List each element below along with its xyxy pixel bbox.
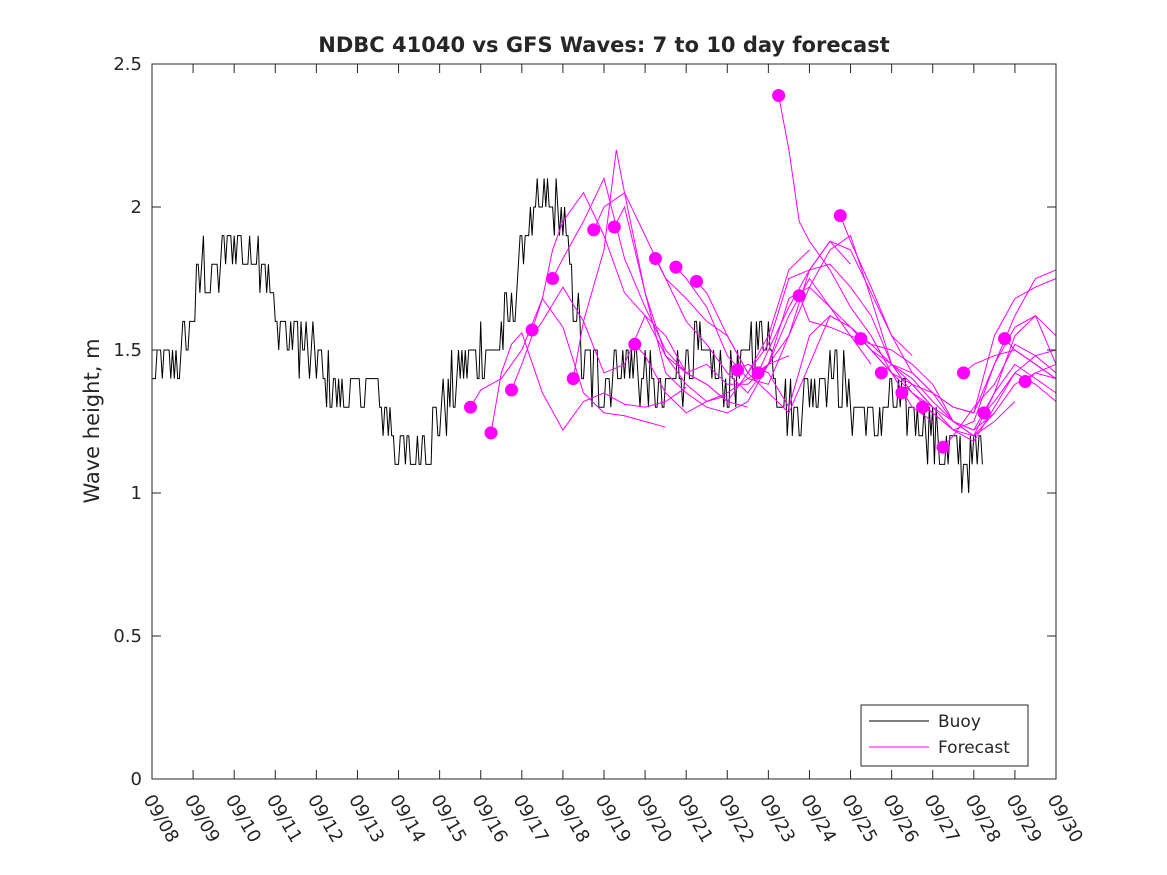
forecast-line-24 xyxy=(983,372,1057,414)
forecast-start-point-12 xyxy=(690,274,703,288)
forecast-start-point-16 xyxy=(792,289,806,303)
y-tick-label: 1 xyxy=(131,483,142,504)
forecast-start-point-11 xyxy=(669,260,683,274)
forecast-start-point-10 xyxy=(648,252,662,265)
forecast-start-point-15 xyxy=(772,89,786,102)
forecast-series xyxy=(464,89,1057,454)
forecast-start-point-24 xyxy=(977,406,991,420)
forecast-start-point-13 xyxy=(731,363,744,377)
forecast-line-16 xyxy=(798,295,1057,437)
y-tick-label: 2.5 xyxy=(113,54,142,75)
forecast-start-point-21 xyxy=(916,400,929,414)
forecast-start-point-5 xyxy=(546,272,560,285)
forecast-start-point-17 xyxy=(833,209,847,223)
y-tick-label: 0 xyxy=(131,769,142,790)
forecast-line-8 xyxy=(613,205,872,414)
legend-forecast-label: Forecast xyxy=(938,738,1010,758)
y-axis: 0 0.5 1 1.5 2 2.5 xyxy=(113,54,1056,790)
forecast-start-point-8 xyxy=(607,220,621,234)
forecast-start-point-23 xyxy=(957,366,970,380)
forecast-line-21 xyxy=(922,314,1057,431)
forecast-start-point-20 xyxy=(895,386,909,400)
forecast-start-point-1 xyxy=(464,400,477,414)
forecast-line-6 xyxy=(572,149,810,403)
forecast-start-point-9 xyxy=(628,337,642,351)
forecast-start-point-26 xyxy=(1018,375,1032,388)
forecast-line-10 xyxy=(654,240,913,394)
legend-box xyxy=(860,704,1029,767)
forecast-line-25 xyxy=(1004,338,1057,380)
forecast-start-point-14 xyxy=(751,366,765,380)
y-axis-label: Wave height, m xyxy=(80,338,104,503)
forecast-start-point-19 xyxy=(874,366,888,380)
forecast-line-20 xyxy=(901,278,1057,414)
forecast-start-point-25 xyxy=(998,332,1012,346)
forecast-start-point-4 xyxy=(525,323,539,337)
forecast-line-5 xyxy=(552,176,790,385)
forecast-line-2 xyxy=(490,331,687,433)
forecast-line-11 xyxy=(675,234,933,408)
y-tick-label: 1.5 xyxy=(113,340,142,361)
plot-area xyxy=(152,64,1056,779)
forecast-start-point-7 xyxy=(587,223,601,237)
forecast-start-point-18 xyxy=(854,332,868,346)
forecast-start-point-22 xyxy=(936,440,950,454)
legend-buoy-label: Buoy xyxy=(938,712,981,732)
legend: Buoy Forecast xyxy=(860,704,1029,767)
y-tick-label: 0.5 xyxy=(113,626,142,647)
forecast-start-point-6 xyxy=(566,372,580,386)
y-tick-label: 2 xyxy=(131,197,142,218)
forecast-start-point-3 xyxy=(505,383,518,397)
chart-title: NDBC 41040 vs GFS Waves: 7 to 10 day for… xyxy=(318,33,889,57)
forecast-start-point-2 xyxy=(484,426,498,440)
forecast-line-15 xyxy=(778,95,1057,443)
buoy-series xyxy=(152,178,983,494)
forecast-line-22 xyxy=(942,343,1057,448)
buoy-line xyxy=(152,178,983,494)
forecast-line-7 xyxy=(593,191,851,374)
